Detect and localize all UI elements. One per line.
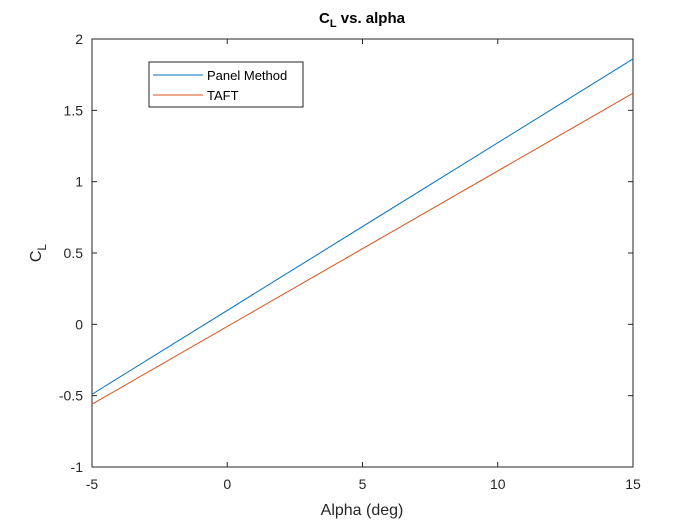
y-tick-label: 0.5 — [64, 245, 84, 261]
legend-box — [148, 61, 304, 108]
axes-box — [91, 38, 634, 468]
chart-title: CL vs. alpha — [319, 10, 406, 30]
x-axis-label: Alpha (deg) — [321, 502, 404, 519]
x-tick-label: -5 — [86, 476, 99, 492]
y-tick-label: 1.5 — [64, 102, 84, 118]
y-tick-label: 0 — [75, 316, 83, 332]
series-lines — [91, 58, 634, 405]
x-tick-label: 0 — [223, 476, 231, 492]
y-axis-label: CL — [28, 244, 49, 263]
y-tick-label: -1 — [71, 459, 84, 475]
x-tick-label: 10 — [490, 476, 506, 492]
y-tick-label: -0.5 — [59, 388, 83, 404]
y-axis-ticks: -1 -0.5 0 0.5 1 1.5 2 — [59, 31, 633, 475]
plot-area — [91, 38, 634, 468]
x-tick-label: 15 — [625, 476, 641, 492]
legend: Panel Method TAFT — [148, 61, 304, 108]
series-line — [91, 92, 634, 405]
x-tick-label: 5 — [359, 476, 367, 492]
legend-entry-label: TAFT — [207, 88, 239, 103]
legend-entry-label: Panel Method — [207, 68, 287, 83]
y-tick-label: 2 — [75, 31, 83, 47]
x-axis-ticks: -5 0 5 10 15 — [86, 39, 641, 492]
y-tick-label: 1 — [75, 174, 83, 190]
series-line — [91, 58, 634, 395]
